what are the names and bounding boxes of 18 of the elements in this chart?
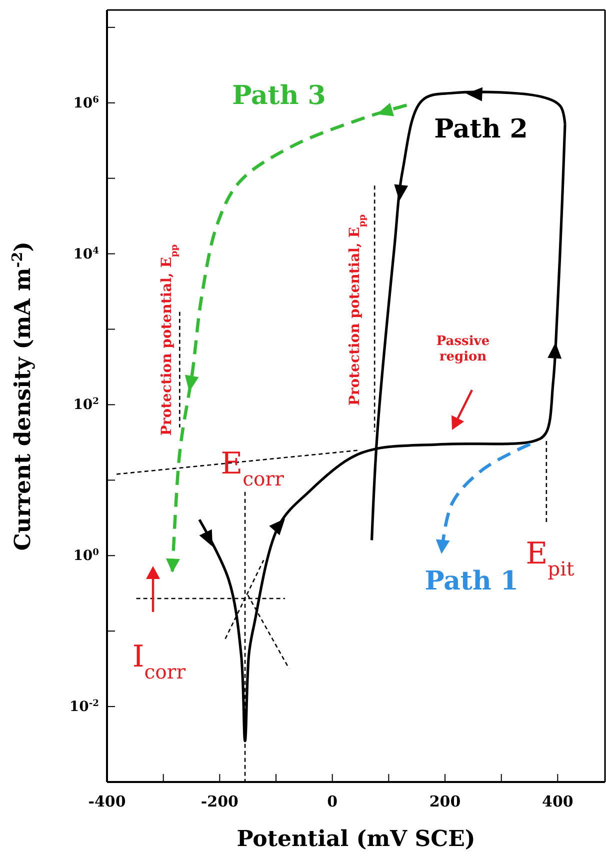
annotation: Passive region	[436, 334, 490, 365]
y-tick-label: 10$^{4}$	[73, 244, 99, 262]
annotation: E$_{pit}$	[526, 536, 574, 580]
annotation: I$_{corr}$	[132, 640, 186, 683]
x-tick-label: -400	[88, 792, 126, 811]
x-tick-label: -200	[200, 792, 238, 811]
annotation: E$_{corr}$	[220, 446, 285, 490]
x-axis-title: Potential (mV SCE)	[236, 826, 476, 852]
x-tick-label: 0	[327, 792, 338, 811]
y-tick-label: 10$^{2}$	[73, 396, 99, 414]
y-tick-label: 10$^{-2}$	[69, 698, 99, 716]
annotation: Path 2	[434, 114, 528, 144]
x-tick-label: 400	[542, 792, 574, 811]
x-tick-label: 200	[429, 792, 461, 811]
y-tick-label: 10$^{6}$	[73, 94, 99, 112]
y-tick-label: 10$^{0}$	[73, 546, 99, 564]
annotation: Path 3	[232, 81, 326, 112]
annotation: Path 1	[424, 566, 519, 597]
